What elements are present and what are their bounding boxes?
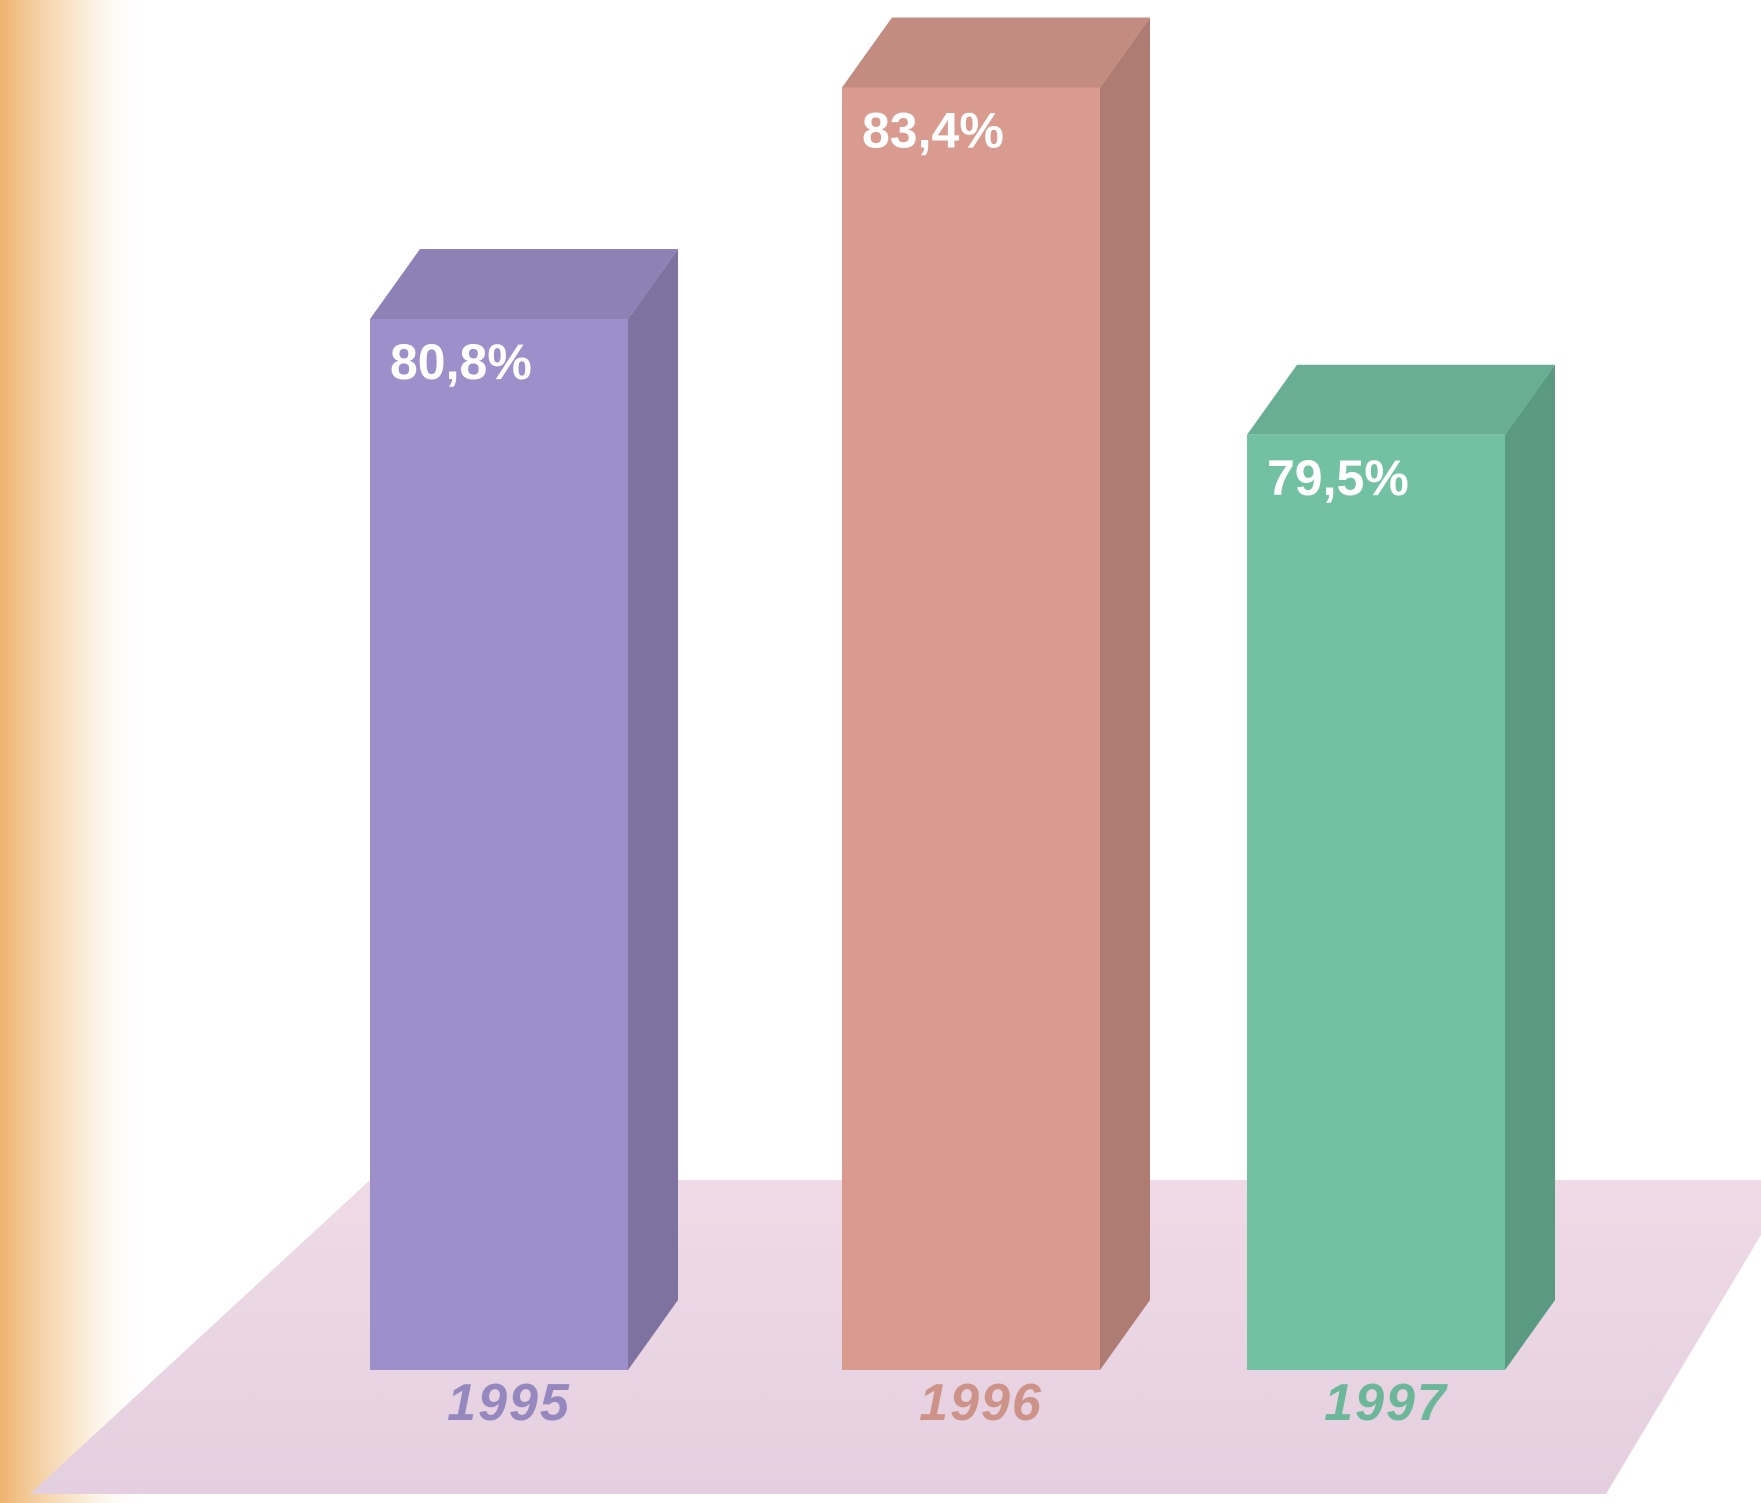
bar-top xyxy=(842,17,1150,88)
bar-side xyxy=(628,249,678,1371)
x-tick-label: 1997 xyxy=(1324,1374,1448,1432)
bar xyxy=(1247,434,1505,1370)
value-label: 83,4% xyxy=(862,102,1004,158)
bars: 80,8% 1995 83,4% 1996 79,5% 1997 xyxy=(370,17,1555,1432)
bar-top xyxy=(1247,364,1555,435)
value-label: 79,5% xyxy=(1267,450,1409,506)
bar-side xyxy=(1505,364,1555,1370)
value-label: 80,8% xyxy=(390,334,532,390)
x-tick-label: 1995 xyxy=(447,1374,571,1432)
bar xyxy=(370,319,628,1371)
bar-side xyxy=(1100,17,1150,1371)
background-strip xyxy=(0,0,150,1503)
x-tick-label: 1996 xyxy=(919,1374,1043,1432)
bar-top xyxy=(370,249,678,320)
bar xyxy=(842,87,1100,1371)
